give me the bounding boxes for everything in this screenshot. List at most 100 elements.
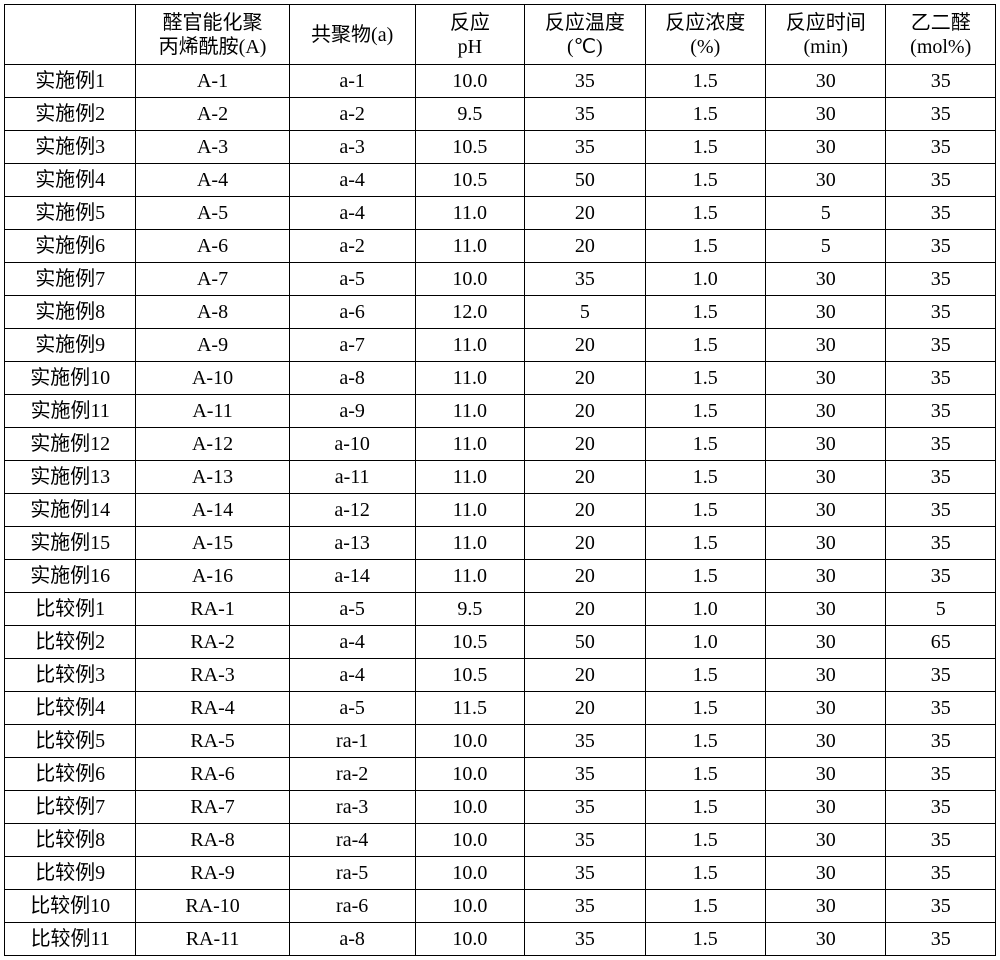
table-cell: 30: [765, 98, 885, 131]
table-cell: 比较例8: [5, 824, 136, 857]
table-cell: ra-4: [289, 824, 415, 857]
table-cell: 比较例11: [5, 923, 136, 956]
table-cell: 10.0: [415, 857, 525, 890]
table-cell: 10.0: [415, 923, 525, 956]
table-cell: 35: [886, 362, 996, 395]
header-cell-concentration: 反应浓度(%): [645, 5, 765, 65]
table-cell: RA-6: [136, 758, 289, 791]
header-cell-copolymer-a: 共聚物(a): [289, 5, 415, 65]
table-cell: 比较例6: [5, 758, 136, 791]
table-cell: 12.0: [415, 296, 525, 329]
table-cell: 30: [765, 824, 885, 857]
table-cell: 35: [525, 857, 645, 890]
table-cell: 1.5: [645, 296, 765, 329]
table-cell: 50: [525, 164, 645, 197]
header-cell-polymer-a: 醛官能化聚丙烯酰胺(A): [136, 5, 289, 65]
table-cell: RA-9: [136, 857, 289, 890]
table-cell: 10.5: [415, 131, 525, 164]
table-header: 醛官能化聚丙烯酰胺(A) 共聚物(a) 反应pH 反应温度(℃) 反应浓度(%)…: [5, 5, 996, 65]
table-cell: 30: [765, 923, 885, 956]
table-cell: 10.5: [415, 164, 525, 197]
table-cell: 1.5: [645, 560, 765, 593]
table-cell: 实施例2: [5, 98, 136, 131]
table-cell: 35: [886, 164, 996, 197]
table-row: 比较例11RA-11a-810.0351.53035: [5, 923, 996, 956]
table-cell: 比较例3: [5, 659, 136, 692]
table-cell: 1.5: [645, 824, 765, 857]
table-cell: 实施例4: [5, 164, 136, 197]
table-cell: 30: [765, 296, 885, 329]
table-row: 实施例9A-9a-711.0201.53035: [5, 329, 996, 362]
table-cell: 实施例5: [5, 197, 136, 230]
table-row: 实施例12A-12a-1011.0201.53035: [5, 428, 996, 461]
table-cell: a-2: [289, 98, 415, 131]
table-cell: 5: [765, 230, 885, 263]
table-cell: 实施例8: [5, 296, 136, 329]
table-cell: RA-5: [136, 725, 289, 758]
table-row: 实施例1A-1a-110.0351.53035: [5, 65, 996, 98]
table-cell: 11.0: [415, 230, 525, 263]
table-cell: 30: [765, 692, 885, 725]
table-cell: ra-5: [289, 857, 415, 890]
table-cell: 35: [886, 494, 996, 527]
table-cell: 30: [765, 626, 885, 659]
table-cell: 比较例5: [5, 725, 136, 758]
table-cell: a-8: [289, 923, 415, 956]
table-cell: 实施例12: [5, 428, 136, 461]
table-cell: 比较例7: [5, 791, 136, 824]
table-cell: 1.5: [645, 692, 765, 725]
table-cell: 11.5: [415, 692, 525, 725]
table-cell: A-2: [136, 98, 289, 131]
table-row: 实施例11A-11a-911.0201.53035: [5, 395, 996, 428]
table-cell: 11.0: [415, 329, 525, 362]
table-cell: 35: [525, 98, 645, 131]
table-cell: 20: [525, 230, 645, 263]
table-cell: 20: [525, 692, 645, 725]
table-cell: 实施例10: [5, 362, 136, 395]
table-cell: 30: [765, 494, 885, 527]
table-row: 实施例13A-13a-1111.0201.53035: [5, 461, 996, 494]
table-cell: A-8: [136, 296, 289, 329]
table-cell: RA-10: [136, 890, 289, 923]
table-cell: 实施例1: [5, 65, 136, 98]
table-cell: 比较例9: [5, 857, 136, 890]
table-row: 实施例16A-16a-1411.0201.53035: [5, 560, 996, 593]
table-cell: A-6: [136, 230, 289, 263]
table-cell: 11.0: [415, 428, 525, 461]
table-cell: 35: [886, 197, 996, 230]
table-cell: 35: [886, 395, 996, 428]
table-cell: ra-2: [289, 758, 415, 791]
table-cell: a-11: [289, 461, 415, 494]
table-cell: A-16: [136, 560, 289, 593]
table-cell: 实施例16: [5, 560, 136, 593]
table-cell: 1.5: [645, 362, 765, 395]
table-cell: 35: [886, 923, 996, 956]
table-cell: 20: [525, 494, 645, 527]
table-cell: 1.5: [645, 230, 765, 263]
table-row: 实施例14A-14a-1211.0201.53035: [5, 494, 996, 527]
table-row: 实施例10A-10a-811.0201.53035: [5, 362, 996, 395]
table-cell: 实施例9: [5, 329, 136, 362]
table-cell: 35: [886, 725, 996, 758]
table-cell: 35: [886, 527, 996, 560]
table-cell: 比较例10: [5, 890, 136, 923]
table-cell: a-4: [289, 626, 415, 659]
table-cell: 35: [886, 98, 996, 131]
table-row: 比较例8RA-8ra-410.0351.53035: [5, 824, 996, 857]
table-cell: RA-1: [136, 593, 289, 626]
table-cell: A-1: [136, 65, 289, 98]
table-cell: 30: [765, 263, 885, 296]
table-cell: 实施例7: [5, 263, 136, 296]
table-cell: 30: [765, 791, 885, 824]
table-cell: 35: [525, 791, 645, 824]
table-cell: 1.5: [645, 395, 765, 428]
data-table: 醛官能化聚丙烯酰胺(A) 共聚物(a) 反应pH 反应温度(℃) 反应浓度(%)…: [4, 4, 996, 956]
table-cell: 11.0: [415, 395, 525, 428]
table-cell: 35: [525, 131, 645, 164]
table-cell: 35: [525, 923, 645, 956]
table-cell: 30: [765, 461, 885, 494]
table-cell: 11.0: [415, 461, 525, 494]
table-cell: 10.5: [415, 659, 525, 692]
table-cell: 30: [765, 560, 885, 593]
table-row: 比较例5RA-5ra-110.0351.53035: [5, 725, 996, 758]
